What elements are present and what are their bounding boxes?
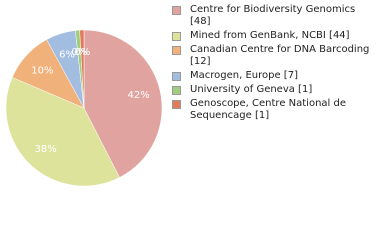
legend-item: Canadian Centre for DNA Barcoding [12] [172,44,372,68]
slice-label: 38% [35,144,57,155]
slice-label: 6% [59,49,75,60]
slice-label: 0% [75,47,91,58]
legend-label: Canadian Centre for DNA Barcoding [12] [190,44,370,67]
pie-slice [5,77,120,187]
legend-item: Macrogen, Europe [7] [172,70,372,82]
legend-label: University of Geneva [1] [190,84,313,95]
legend-swatch [172,46,181,55]
legend-item: Centre for Biodiversity Genomics [48] [172,4,372,28]
legend-swatch [172,86,181,95]
legend-swatch [172,72,181,81]
slice-label: 10% [31,65,53,76]
legend-item: University of Geneva [1] [172,84,372,96]
legend-item: Mined from GenBank, NCBI [44] [172,30,372,42]
legend-label: Centre for Biodiversity Genomics [48] [190,4,356,27]
legend-label: Genoscope, Centre National de Sequencage… [190,98,347,121]
legend-swatch [172,100,181,109]
legend-swatch [172,32,181,41]
slice-label: 42% [127,90,149,101]
pie-chart: 42% 38% 10% 6%0%0% [5,29,163,187]
legend-item: Genoscope, Centre National de Sequencage… [172,98,372,122]
pie-slice [79,29,85,109]
legend-label: Macrogen, Europe [7] [190,70,298,81]
legend: Centre for Biodiversity Genomics [48] Min… [172,4,372,122]
pie-slice [83,29,163,178]
legend-swatch [172,6,181,15]
legend-label: Mined from GenBank, NCBI [44] [190,30,350,41]
slice-label: 0% [71,47,87,58]
